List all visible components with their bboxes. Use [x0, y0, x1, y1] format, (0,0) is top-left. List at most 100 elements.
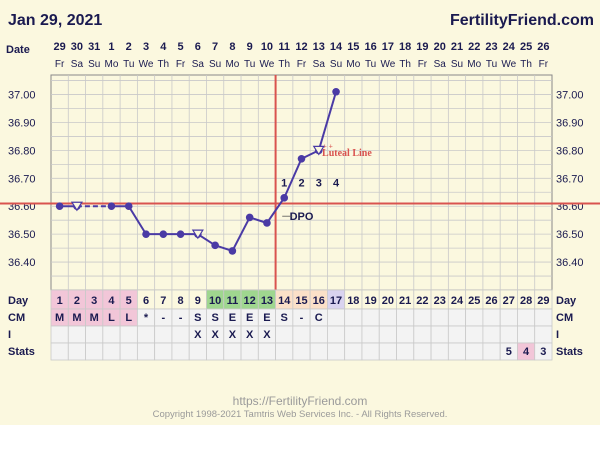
stats-cell: [378, 342, 397, 361]
day-cell-value: 24: [451, 295, 464, 307]
weekday-label: Th: [278, 59, 290, 70]
day-cell-value: 4: [108, 295, 115, 307]
stats-row-label-right: Stats: [556, 346, 583, 358]
date-label: 21: [451, 41, 463, 53]
day-row-label: Day: [8, 295, 29, 307]
open-temp-marker: [191, 229, 204, 240]
i-cell: [499, 325, 518, 344]
cm-cell: [447, 308, 467, 327]
i-cell-value: X: [263, 329, 271, 341]
stats-cell: [482, 342, 501, 361]
i-cell: [413, 325, 432, 344]
cm-cell-value: L: [108, 312, 115, 324]
footer-url[interactable]: https://FertilityFriend.com: [232, 394, 368, 408]
cm-cell-value: *: [144, 312, 149, 324]
weekday-label: Sa: [192, 59, 205, 70]
chart-page: Jan 29, 2021 FertilityFriend.com 37.00 37…: [0, 0, 600, 425]
i-cell-value: X: [246, 329, 254, 341]
temp-point: [228, 247, 237, 255]
cm-cell-value: E: [229, 312, 236, 324]
stats-cell: [85, 342, 104, 361]
y-tick-label-right: 36.70: [556, 173, 584, 185]
i-cell: [344, 325, 363, 344]
cm-cell-value: E: [263, 312, 270, 324]
stats-cell-value: 5: [506, 346, 512, 358]
day-cell-value: 29: [537, 295, 549, 307]
i-cell: [361, 325, 380, 344]
day-cell-value: 25: [468, 295, 480, 307]
date-label: 10: [261, 41, 273, 53]
day-cell-value: 26: [485, 295, 497, 307]
day-cell-value: 6: [143, 295, 149, 307]
open-temp-marker: [312, 145, 325, 156]
stats-cell: [534, 342, 553, 361]
weekday-label: Fr: [55, 59, 65, 70]
stats-cell: [447, 342, 467, 361]
cm-cell: [396, 308, 415, 327]
weekday-label: We: [380, 59, 395, 70]
cm-cell-value: M: [72, 312, 81, 324]
stats-cell: [136, 342, 156, 361]
weekday-label: Th: [520, 59, 532, 70]
date-label: 4: [160, 41, 167, 53]
plot-area: [50, 74, 553, 291]
cm-cell: [327, 308, 346, 327]
stats-cell: [154, 342, 173, 361]
luteal-line-label: Luteal Line: [322, 148, 372, 159]
weekday-label: We: [139, 59, 154, 70]
i-cell: [85, 325, 104, 344]
temp-point: [176, 230, 185, 238]
stats-cell: [396, 342, 415, 361]
temp-point: [159, 230, 168, 238]
weekday-label: Sa: [313, 59, 326, 70]
y-tick-label-right: 37.00: [556, 90, 584, 102]
cm-cell: [430, 308, 449, 327]
i-cell: [517, 325, 536, 344]
weekday-label: Tu: [365, 59, 376, 70]
day-cell-value: 11: [227, 295, 239, 307]
weekday-label: We: [260, 59, 275, 70]
day-cell-value: 1: [57, 295, 63, 307]
y-tick-label-left: 36.40: [8, 257, 36, 269]
day-row-label-right: Day: [556, 295, 577, 307]
y-tick-label-left: 36.80: [8, 145, 36, 157]
stats-cell: [188, 342, 207, 361]
brand-logo-text[interactable]: FertilityFriend.com: [449, 12, 594, 29]
stats-cell: [171, 342, 190, 361]
date-label: 31: [88, 41, 100, 53]
temp-point: [124, 202, 133, 211]
series-segment: [317, 91, 338, 151]
chart-date: Jan 29, 2021: [8, 12, 103, 29]
day-cell-value: 9: [195, 295, 201, 307]
i-cell: [378, 325, 397, 344]
stats-cell: [119, 342, 138, 361]
stats-cell: [361, 342, 380, 361]
cm-row-label-right: CM: [556, 312, 573, 324]
weekday-label: Th: [399, 59, 411, 70]
temp-point: [280, 194, 289, 202]
temp-point: [297, 154, 306, 163]
i-cell: [327, 325, 346, 344]
dpo-number: 2: [298, 178, 304, 190]
temp-point: [332, 87, 340, 96]
date-label: 6: [195, 41, 201, 53]
day-cell-value: 28: [520, 295, 532, 307]
i-cell: [309, 325, 328, 344]
i-row-label: I: [8, 329, 11, 341]
stats-cell: [67, 342, 86, 361]
temp-point: [263, 219, 271, 227]
series-segment: [127, 205, 147, 235]
i-cell: [171, 325, 190, 344]
y-tick-label-right: 36.40: [556, 257, 584, 269]
weekday-label: Mo: [105, 59, 119, 70]
cm-cell-value: M: [55, 312, 64, 324]
weekday-label: Fr: [539, 59, 549, 70]
stats-cell-value: 4: [523, 346, 530, 358]
i-cell: [50, 325, 69, 344]
day-cell-value: 18: [347, 295, 359, 307]
temp-point: [55, 202, 64, 211]
series-segment: [266, 197, 286, 224]
stats-cell: [430, 342, 449, 361]
weekday-label: Tu: [244, 59, 255, 70]
i-cell: [430, 325, 449, 344]
